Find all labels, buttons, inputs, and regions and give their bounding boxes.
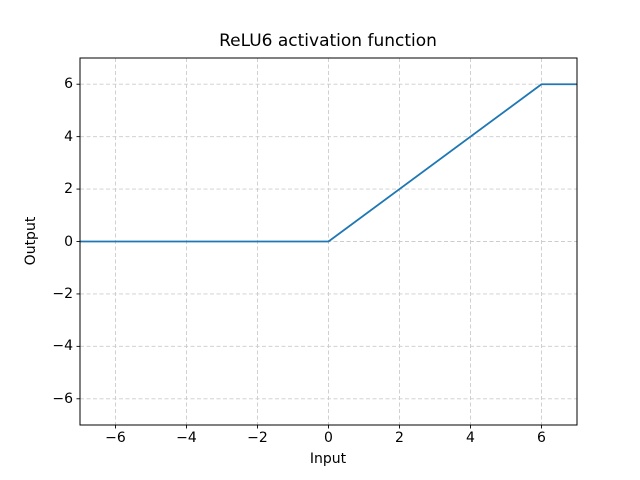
y-tick-label: −2 <box>52 285 73 302</box>
x-tick-label: −6 <box>105 430 126 446</box>
chart-title: ReLU6 activation function <box>219 31 437 51</box>
series-line-relu6 <box>80 83 577 243</box>
x-axis-label: Input <box>309 451 347 467</box>
x-tick-label: −4 <box>176 430 197 446</box>
y-tick-label: 6 <box>64 76 73 93</box>
y-tick-label: −6 <box>52 390 73 407</box>
x-tick-label: 0 <box>324 430 333 446</box>
y-tick-label: 2 <box>64 181 73 198</box>
x-tick-label: −2 <box>247 430 268 446</box>
y-tick-label: −4 <box>52 338 73 355</box>
y-tick-label: 0 <box>64 233 73 250</box>
y-tick-label: 4 <box>64 128 73 145</box>
x-tick-label: 2 <box>395 430 404 446</box>
x-tick-label: 4 <box>466 430 475 446</box>
y-axis-label: Output <box>23 216 39 266</box>
x-tick-label: 6 <box>537 430 546 446</box>
